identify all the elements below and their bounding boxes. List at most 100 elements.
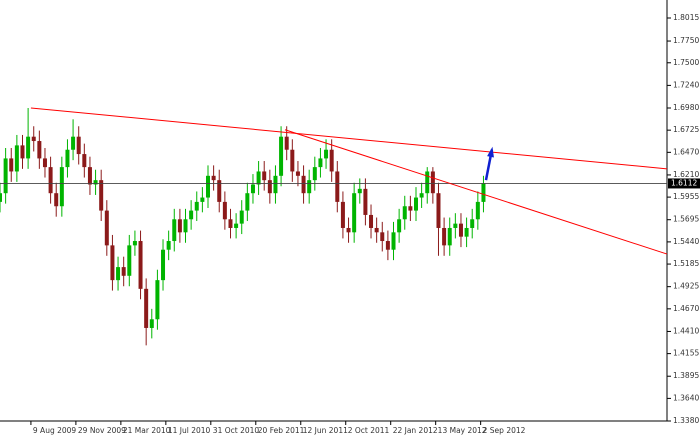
candle-body bbox=[295, 171, 300, 176]
candle-body bbox=[194, 201, 199, 211]
candle-body bbox=[425, 171, 430, 194]
candle-body bbox=[391, 232, 396, 250]
candle-body bbox=[380, 232, 385, 242]
candle-body bbox=[318, 158, 323, 168]
candle-body bbox=[453, 223, 458, 228]
current-price-label: 1.6112 bbox=[671, 178, 697, 187]
candle-body bbox=[149, 319, 154, 328]
candle-body bbox=[239, 210, 244, 224]
candle-body bbox=[155, 280, 160, 320]
y-tick-label: 1.6210 bbox=[673, 170, 699, 179]
candle-body bbox=[357, 188, 362, 194]
candle-body bbox=[54, 193, 59, 207]
candle-body bbox=[312, 167, 317, 181]
candle-body bbox=[144, 288, 149, 328]
x-tick-label: 2 Sep 2012 bbox=[483, 426, 526, 435]
candle-body bbox=[279, 136, 284, 176]
candle-body bbox=[262, 171, 267, 181]
candle-body bbox=[419, 193, 424, 198]
candle-body bbox=[301, 175, 306, 194]
candle-body bbox=[87, 167, 92, 185]
y-tick-label: 1.3380 bbox=[673, 416, 699, 425]
candle-body bbox=[374, 227, 379, 233]
candle-body bbox=[172, 219, 177, 242]
candle-body bbox=[385, 241, 390, 250]
candle-body bbox=[273, 175, 278, 194]
candle-body bbox=[340, 201, 345, 228]
x-tick-label: 22 Jan 2012 bbox=[393, 426, 438, 435]
candle-body bbox=[256, 171, 261, 185]
y-tick-label: 1.5440 bbox=[673, 237, 699, 246]
candle-body bbox=[211, 175, 216, 181]
candle-body bbox=[3, 158, 8, 194]
candle-body bbox=[42, 158, 47, 168]
candle-body bbox=[369, 214, 374, 228]
candle-body bbox=[183, 219, 188, 233]
candle-body bbox=[93, 180, 98, 185]
candle-body bbox=[245, 193, 250, 211]
candle-body bbox=[127, 245, 132, 276]
y-tick-label: 1.4925 bbox=[673, 282, 699, 291]
candle-body bbox=[189, 210, 194, 220]
candle-body bbox=[436, 193, 441, 228]
x-tick-label: 12 Jun 2011 bbox=[303, 426, 348, 435]
candle-body bbox=[413, 197, 418, 211]
candle-body bbox=[290, 149, 295, 172]
candle-body bbox=[267, 180, 272, 194]
y-tick-label: 1.4410 bbox=[673, 326, 699, 335]
candle-body bbox=[408, 206, 413, 211]
candle-body bbox=[397, 219, 402, 233]
x-tick-label: 13 May 2012 bbox=[438, 426, 487, 435]
candle-body bbox=[71, 136, 76, 150]
current-price-box bbox=[668, 178, 700, 189]
y-tick-label: 1.5695 bbox=[673, 215, 699, 224]
candle-body bbox=[65, 149, 70, 168]
y-tick-label: 1.8015 bbox=[673, 13, 699, 22]
candle-body bbox=[217, 180, 222, 202]
candle-body bbox=[284, 136, 289, 150]
candle-body bbox=[37, 141, 42, 159]
candle-body bbox=[402, 206, 407, 220]
candle-body bbox=[222, 201, 227, 220]
y-tick-label: 1.7500 bbox=[673, 58, 699, 67]
y-tick-label: 1.3640 bbox=[673, 393, 699, 402]
candle-body bbox=[9, 158, 14, 172]
candle-body bbox=[442, 227, 447, 246]
candle-body bbox=[121, 267, 126, 276]
candle-body bbox=[200, 197, 205, 202]
candle-body bbox=[250, 184, 255, 194]
candle-body bbox=[234, 223, 239, 228]
candle-body bbox=[20, 145, 25, 159]
candle-body bbox=[335, 171, 340, 202]
candle-body bbox=[447, 227, 452, 246]
y-tick-label: 1.7750 bbox=[673, 36, 699, 45]
trend-line bbox=[284, 129, 668, 255]
candle-body bbox=[363, 188, 368, 215]
y-tick-label: 1.6980 bbox=[673, 103, 699, 112]
x-tick-label: 29 Nov 2009 bbox=[78, 426, 126, 435]
x-tick-label: 2 Oct 2011 bbox=[348, 426, 390, 435]
candle-body bbox=[31, 136, 36, 142]
trend-line bbox=[30, 107, 668, 170]
candle-body bbox=[76, 136, 81, 155]
x-tick-label: 11 Jul 2010 bbox=[168, 426, 211, 435]
candle-body bbox=[0, 193, 2, 202]
candle-body bbox=[228, 219, 233, 228]
candle-body bbox=[132, 241, 137, 246]
y-tick-label: 1.5185 bbox=[673, 259, 699, 268]
candle-body bbox=[99, 180, 104, 211]
candle-body bbox=[205, 175, 210, 198]
x-tick-label: 20 Feb 2011 bbox=[258, 426, 305, 435]
y-tick-label: 1.6470 bbox=[673, 147, 699, 156]
y-tick-label: 1.5955 bbox=[673, 192, 699, 201]
candle-body bbox=[161, 249, 166, 281]
candle-body bbox=[48, 167, 53, 194]
candle-body bbox=[116, 267, 121, 281]
candle-body bbox=[481, 183, 486, 202]
y-tick-label: 1.4155 bbox=[673, 349, 699, 358]
y-tick-label: 1.6725 bbox=[673, 125, 699, 134]
candle-body bbox=[329, 149, 334, 172]
candle-body bbox=[104, 210, 109, 246]
candle-body bbox=[430, 171, 435, 194]
